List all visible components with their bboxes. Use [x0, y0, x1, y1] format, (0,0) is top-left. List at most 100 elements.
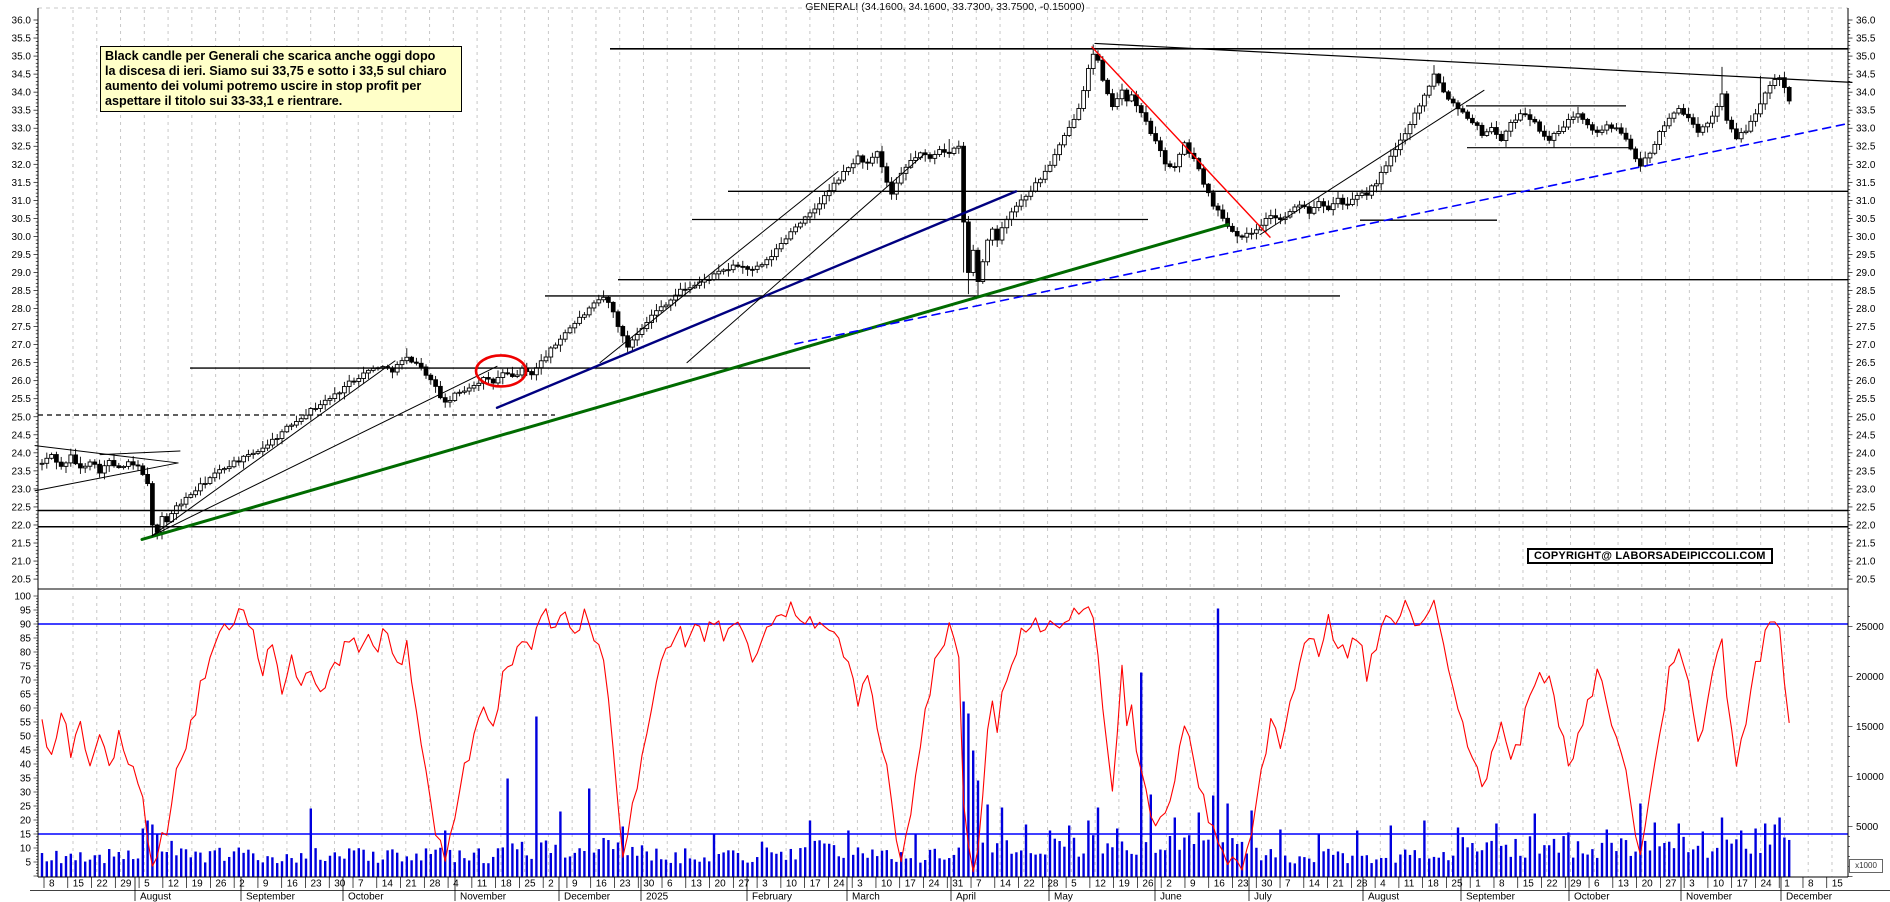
date-week-label: 5 [1071, 879, 1077, 890]
date-week-label: 27 [1665, 879, 1677, 890]
date-week-label: 14 [382, 879, 394, 890]
price-axis-label-right: 21.0 [1856, 557, 1876, 568]
price-axis-label-right: 33.0 [1856, 124, 1876, 135]
highlight-ellipse [474, 354, 528, 388]
date-week-label: 15 [73, 879, 85, 890]
price-axis-label-left: 29.5 [12, 250, 32, 261]
date-week-label: 22 [1024, 879, 1036, 890]
price-axis-label-right: 30.5 [1856, 214, 1876, 225]
price-axis-label-right: 28.5 [1856, 286, 1876, 297]
date-week-label: 7 [1285, 879, 1291, 890]
date-week-label: 23 [310, 879, 322, 890]
chart-title: GENERALI (34.1600, 34.1600, 33.7300, 33.… [805, 1, 1085, 13]
date-week-label: 18 [501, 879, 513, 890]
date-week-label: 2 [239, 879, 245, 890]
date-week-label: 9 [1190, 879, 1196, 890]
date-week-label: 6 [667, 879, 673, 890]
price-axis-label-right: 36.0 [1856, 16, 1876, 27]
price-axis-label-right: 21.5 [1856, 539, 1876, 550]
price-axis-label-right: 24.0 [1856, 448, 1876, 459]
date-week-label: 12 [1095, 879, 1107, 890]
date-month-label: September [246, 892, 296, 902]
price-axis-label-right: 34.0 [1856, 88, 1876, 99]
price-axis-label-right: 29.0 [1856, 268, 1876, 279]
price-axis-label-left: 34.0 [12, 88, 32, 99]
price-axis-label-right: 24.5 [1856, 430, 1876, 441]
analyst-note-box: Black candle per Generali che scarica an… [100, 46, 462, 112]
date-week-label: 20 [715, 879, 727, 890]
date-month-label: May [1054, 892, 1073, 902]
date-week-label: 7 [358, 879, 364, 890]
volume-axis-label: 15000 [1856, 722, 1884, 733]
date-week-label: 12 [168, 879, 180, 890]
oscillator-axis-label: 35 [20, 774, 32, 785]
date-week-label: 23 [619, 879, 631, 890]
date-week-label: 18 [1428, 879, 1440, 890]
volume-axis-label: 20000 [1856, 672, 1884, 683]
gridlines-layer [38, 7, 1848, 877]
date-week-label: 17 [1737, 879, 1749, 890]
price-axis-label-left: 21.0 [12, 557, 32, 568]
date-week-label: 30 [1261, 879, 1273, 890]
date-month-label: 2025 [646, 892, 669, 902]
date-month-label: November [460, 892, 507, 902]
price-axis-label-right: 23.5 [1856, 466, 1876, 477]
date-month-label: October [1574, 892, 1610, 902]
analyst-note-line: aspettare il titolo sui 33-33,1 e rientr… [105, 93, 343, 108]
date-week-label: 7 [976, 879, 982, 890]
price-axis-label-left: 25.0 [12, 412, 32, 423]
price-axis-label-left: 24.0 [12, 448, 32, 459]
date-week-label: 31 [952, 879, 964, 890]
price-axis-label-right: 25.5 [1856, 394, 1876, 405]
date-week-label: 10 [1713, 879, 1725, 890]
copyright-badge: COPYRIGHT@ LABORSADEIPICCOLI.COM [1527, 548, 1773, 564]
date-week-label: 29 [1570, 879, 1582, 890]
price-axis-label-right: 26.0 [1856, 376, 1876, 387]
date-week-label: 3 [762, 879, 768, 890]
price-axis-label-right: 30.0 [1856, 232, 1876, 243]
price-axis-label-right: 26.5 [1856, 358, 1876, 369]
oscillator-series [41, 599, 1790, 873]
price-axis-label-right: 35.0 [1856, 52, 1876, 63]
oscillator-axis-label: 5 [25, 858, 31, 869]
oscillator-axis-label: 85 [20, 634, 32, 645]
date-week-label: 25 [524, 879, 536, 890]
price-axis-label-left: 36.0 [12, 16, 32, 27]
date-month-label: December [1786, 892, 1833, 902]
date-week-label: 1 [1475, 879, 1481, 890]
price-axis-label-left: 30.0 [12, 232, 32, 243]
axes-layer: 20.5 20.5 21.0 21.0 21.5 21.5 22.0 22.0 22.5 22.5… [12, 8, 1884, 878]
date-week-label: 15 [1832, 879, 1844, 890]
price-axis-label-left: 28.0 [12, 304, 32, 315]
price-axis-label-left: 20.5 [12, 575, 32, 586]
date-month-label: August [140, 892, 171, 902]
date-week-label: 24 [1760, 879, 1772, 890]
date-week-label: 2 [548, 879, 554, 890]
price-axis-label-left: 33.5 [12, 106, 32, 117]
date-week-label: 20 [1642, 879, 1654, 890]
price-axis-label-left: 23.0 [12, 484, 32, 495]
volume-series [40, 608, 1791, 877]
price-axis-label-left: 22.5 [12, 502, 32, 513]
price-axis-label-left: 26.5 [12, 358, 32, 369]
volume-axis-label: 25000 [1856, 622, 1884, 633]
price-axis-label-right: 31.0 [1856, 196, 1876, 207]
date-week-label: 16 [596, 879, 608, 890]
date-week-label: 30 [334, 879, 346, 890]
date-week-label: 16 [287, 879, 299, 890]
date-week-label: 13 [1618, 879, 1630, 890]
volume-unit-label: x1000 [1849, 859, 1883, 873]
oscillator-axis-label: 75 [20, 662, 32, 673]
date-month-label: February [752, 892, 792, 902]
price-axis-label-left: 24.5 [12, 430, 32, 441]
price-axis-label-left: 22.0 [12, 520, 32, 531]
date-week-label: 9 [263, 879, 269, 890]
price-axis-label-left: 27.0 [12, 340, 32, 351]
date-week-label: 23 [1238, 879, 1250, 890]
volume-axis-label: 5000 [1856, 822, 1879, 833]
price-axis-label-right: 31.5 [1856, 178, 1876, 189]
date-week-label: 6 [1594, 879, 1600, 890]
oscillator-axis-label: 70 [20, 676, 32, 687]
price-axis-label-right: 22.0 [1856, 520, 1876, 531]
